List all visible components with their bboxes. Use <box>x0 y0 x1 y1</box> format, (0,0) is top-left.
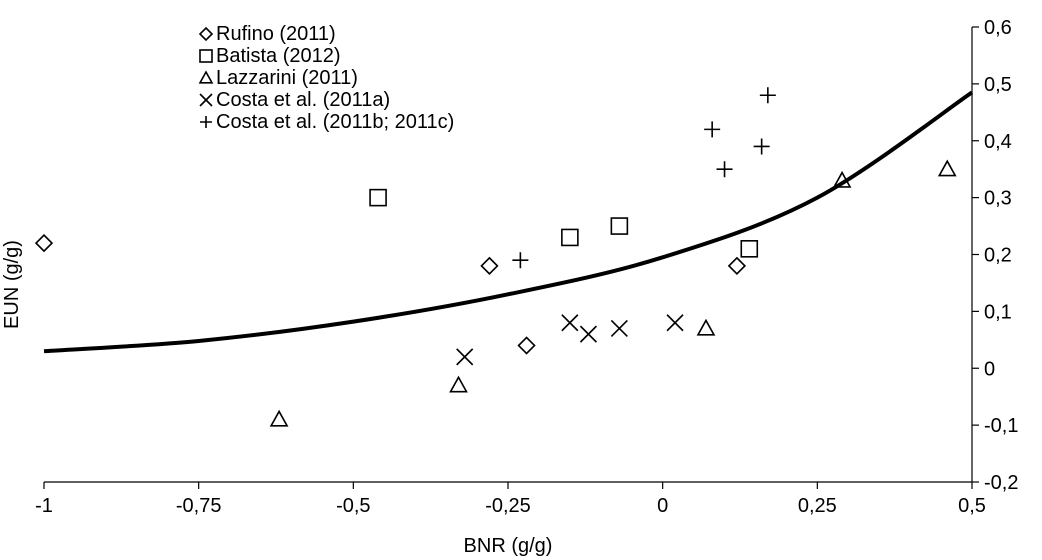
data-points <box>34 87 957 427</box>
y-tick-label: -0,1 <box>984 415 1018 437</box>
y-axis-ticks: -0,2 -0,1 0 0,1 0,2 0,3 0,4 0,5 0,6 <box>972 17 1018 494</box>
x-axis-ticks: -1 -0,75 -0,5 -0,25 0 0,25 0,5 <box>35 482 986 517</box>
y-tick-label: 0,5 <box>984 74 1012 96</box>
legend-symbol-lazzarini-2011 <box>198 70 214 84</box>
data-point-rufino-2011 <box>480 256 499 276</box>
y-tick-label: 0 <box>984 358 995 380</box>
x-tick-label: -1 <box>35 495 53 517</box>
series-costa-et-al-2011b-2011c <box>512 87 776 269</box>
fit-curve <box>43 90 974 354</box>
legend-label: Batista (2012) <box>216 45 341 67</box>
y-tick-label: 0,6 <box>984 17 1012 39</box>
data-point-costa-et-al-2011b-2011c <box>716 161 733 178</box>
data-point-lazzarini-2011 <box>832 170 852 188</box>
legend-symbol-costa-et-al-2011a <box>199 93 213 107</box>
legend-label: Costa et al. (2011b; 2011c) <box>216 111 454 133</box>
data-point-costa-et-al-2011a <box>561 314 579 332</box>
legend-symbol-batista-2012 <box>199 49 213 63</box>
data-point-lazzarini-2011 <box>696 318 716 336</box>
data-point-costa-et-al-2011b-2011c <box>704 121 721 138</box>
legend-symbol-rufino-2011 <box>198 26 214 42</box>
data-point-rufino-2011 <box>34 233 54 253</box>
data-point-lazzarini-2011 <box>269 409 289 427</box>
data-point-rufino-2011 <box>727 256 747 276</box>
y-tick-label: -0,2 <box>984 472 1018 494</box>
x-tick-label: 0 <box>657 495 668 517</box>
y-tick-label: 0,4 <box>984 131 1012 153</box>
data-point-costa-et-al-2011a <box>610 319 628 338</box>
data-point-batista-2012 <box>561 228 579 247</box>
y-tick-label: 0,2 <box>984 245 1012 267</box>
legend-label: Rufino (2011) <box>216 23 336 45</box>
x-tick-label: -0,75 <box>176 495 222 517</box>
series-lazzarini-2011 <box>269 159 957 427</box>
y-tick-label: 0,1 <box>984 301 1012 323</box>
legend: Rufino (2011)Batista (2012)Lazzarini (20… <box>198 23 454 133</box>
data-point-costa-et-al-2011b-2011c <box>759 87 776 104</box>
x-tick-label: -0,5 <box>336 495 370 517</box>
data-point-costa-et-al-2011a <box>579 325 597 343</box>
y-tick-label: 0,3 <box>984 188 1012 210</box>
data-point-costa-et-al-2011b-2011c <box>753 138 770 155</box>
x-tick-label: 0,25 <box>798 495 837 517</box>
x-axis-title: BNR (g/g) <box>464 535 553 557</box>
y-axis-title: EUN (g/g) <box>1 240 23 329</box>
series-rufino-2011 <box>34 233 747 355</box>
legend-label: Lazzarini (2011) <box>216 67 358 89</box>
x-tick-label: -0,25 <box>485 495 531 517</box>
data-point-costa-et-al-2011a <box>666 314 684 332</box>
data-point-lazzarini-2011 <box>449 375 468 393</box>
data-point-costa-et-al-2011a <box>456 348 474 366</box>
series-batista-2012 <box>369 188 759 258</box>
legend-label: Costa et al. (2011a) <box>216 89 390 111</box>
axes: -1 -0,75 -0,5 -0,25 0 0,25 0,5 -0,2 -0,1 0 0,1 0,2… <box>35 17 1018 517</box>
data-point-batista-2012 <box>740 240 759 258</box>
data-point-batista-2012 <box>610 217 629 235</box>
x-tick-label: 0,5 <box>958 495 986 517</box>
series-costa-et-al-2011a <box>456 314 684 366</box>
data-point-costa-et-al-2011b-2011c <box>512 252 529 269</box>
legend-symbol-costa-et-al-2011b-2011c <box>200 116 212 128</box>
data-point-rufino-2011 <box>517 336 536 355</box>
data-point-batista-2012 <box>369 188 387 207</box>
data-point-lazzarini-2011 <box>937 159 957 177</box>
